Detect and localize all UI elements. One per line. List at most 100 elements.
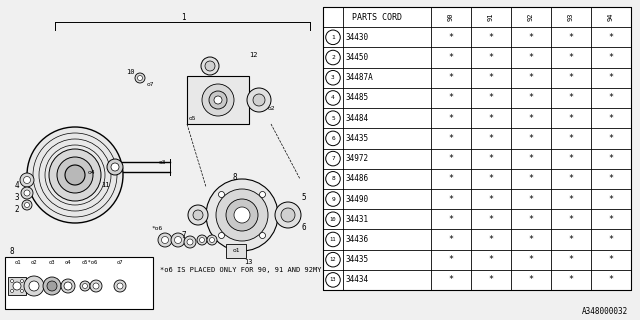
Bar [226,244,246,258]
Text: o2: o2 [268,106,275,110]
Circle shape [209,91,227,109]
Text: 7: 7 [331,156,335,161]
Text: *: * [529,134,534,143]
Text: 4: 4 [15,180,19,189]
Text: *: * [488,33,493,42]
Text: 3: 3 [331,75,335,80]
Text: *: * [488,154,493,163]
Text: *: * [488,134,493,143]
Circle shape [326,273,340,287]
Text: *: * [609,53,614,62]
Text: 5: 5 [331,116,335,121]
Text: o4: o4 [87,171,95,175]
Text: 5: 5 [301,193,307,202]
Circle shape [201,57,219,75]
Text: *o6: *o6 [152,226,163,230]
Circle shape [49,149,101,201]
Circle shape [10,290,13,292]
Circle shape [326,131,340,146]
Text: 13: 13 [244,259,252,265]
Text: *: * [488,53,493,62]
Text: *: * [449,235,454,244]
Circle shape [326,50,340,65]
Text: *: * [449,154,454,163]
Text: *: * [449,114,454,123]
Text: *: * [449,215,454,224]
Text: 8: 8 [331,176,335,181]
Circle shape [247,88,271,112]
Circle shape [111,163,119,171]
Text: 2: 2 [331,55,335,60]
Text: o5: o5 [188,116,196,122]
Circle shape [326,192,340,206]
Circle shape [20,290,24,292]
Circle shape [20,173,34,187]
Text: 34431: 34431 [346,215,369,224]
Text: 34485: 34485 [346,93,369,102]
Text: *: * [529,154,534,163]
Text: *: * [449,33,454,42]
Circle shape [326,111,340,125]
Text: *: * [449,53,454,62]
Circle shape [114,280,126,292]
Circle shape [80,281,90,291]
Circle shape [326,151,340,166]
Text: *: * [609,154,614,163]
Text: *: * [529,195,534,204]
Text: 94: 94 [608,13,614,21]
Text: 34430: 34430 [346,33,369,42]
Circle shape [93,283,99,289]
Text: *: * [488,114,493,123]
Circle shape [21,187,33,199]
Circle shape [138,76,143,81]
Circle shape [218,233,225,238]
Text: 93: 93 [568,13,574,21]
Circle shape [10,280,13,283]
Text: *: * [609,73,614,82]
Circle shape [326,91,340,105]
Text: *: * [449,93,454,102]
Circle shape [207,235,217,245]
Circle shape [22,200,32,210]
Text: *: * [568,33,573,42]
Circle shape [61,279,75,293]
Text: o2: o2 [31,260,37,266]
Text: o1: o1 [232,247,240,252]
Text: *: * [609,114,614,123]
Text: o1: o1 [15,260,21,266]
Circle shape [171,233,185,247]
Text: *: * [609,215,614,224]
Text: 34486: 34486 [346,174,369,183]
Text: *: * [568,276,573,284]
Text: 10: 10 [125,69,134,75]
Circle shape [29,281,39,291]
Text: *: * [529,235,534,244]
Text: *: * [529,215,534,224]
Text: 34435: 34435 [346,134,369,143]
Text: *: * [568,195,573,204]
Circle shape [24,276,44,296]
Circle shape [200,237,205,243]
Text: *: * [529,114,534,123]
Circle shape [90,280,102,292]
Text: o5*o6: o5*o6 [82,260,98,266]
Text: *: * [568,255,573,264]
Text: 13: 13 [330,277,336,282]
Circle shape [187,239,193,245]
Circle shape [326,30,340,44]
Circle shape [214,96,222,104]
Circle shape [161,236,168,244]
Text: 3: 3 [15,193,19,202]
Text: 8: 8 [233,172,237,181]
Circle shape [47,281,57,291]
Circle shape [326,232,340,247]
Text: *: * [568,73,573,82]
Text: 9: 9 [331,196,335,202]
Text: *: * [568,235,573,244]
Text: 6: 6 [331,136,335,141]
Text: *: * [449,73,454,82]
Circle shape [218,191,225,197]
Circle shape [259,191,266,197]
Text: 34490: 34490 [346,195,369,204]
Text: 1: 1 [331,35,335,40]
